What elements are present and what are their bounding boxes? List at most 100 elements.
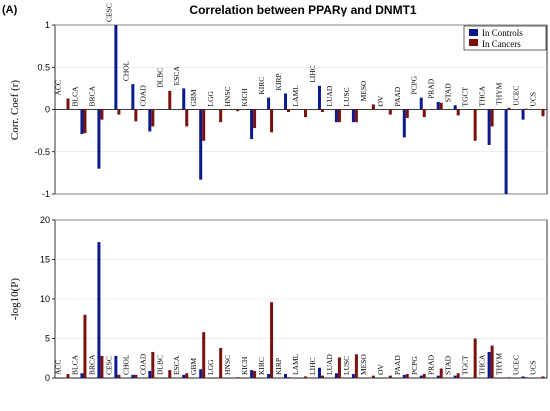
pvalue-category-label: OV [376, 364, 385, 375]
pvalue-bar-prad-controls [436, 375, 440, 378]
pvalue-category-label: PRAD [427, 354, 436, 375]
pvalue-bar-ucs-cancers [541, 376, 545, 378]
pvalue-category-label: DLBC [155, 355, 164, 375]
pvalue-y-tick-label: 20 [40, 215, 50, 225]
correlation-bar-kirc-controls [267, 97, 271, 110]
pvalue-bar-dlbc-cancers [168, 370, 172, 378]
correlation-bar-lusc-controls [351, 109, 355, 123]
pvalue-category-label: BLCA [70, 354, 79, 375]
pvalue-category-label: BRCA [87, 354, 96, 375]
correlation-category-label: ESCA [172, 66, 181, 86]
pvalue-y-tick-label: 5 [45, 334, 50, 344]
correlation-bar-kirc-cancers [270, 109, 274, 133]
pvalue-bar-ucec-controls [521, 376, 525, 378]
pvalue-bars [66, 242, 545, 378]
correlation-category-label: OV [376, 95, 385, 106]
pvalue-category-label: MESO [359, 354, 368, 375]
pvalue-bar-coad-cancers [151, 351, 155, 378]
correlation-bar-coad-controls [148, 109, 152, 132]
correlation-bar-meso-cancers [371, 104, 375, 110]
pvalue-y-tick-label: 15 [40, 255, 50, 265]
pvalue-bar-coad-controls [148, 370, 152, 378]
correlation-bar-luad-cancers [337, 109, 341, 123]
pvalue-category-label: HNSC [223, 355, 232, 375]
correlation-category-label: MESO [359, 80, 368, 101]
correlation-bar-gbm-cancers [202, 109, 206, 141]
pvalue-y-axis-label: -log10(P) [9, 278, 21, 321]
correlation-category-label: CESC [104, 3, 113, 22]
correlation-category-label: LAML [291, 85, 300, 107]
pvalue-category-label: PAAD [393, 355, 402, 375]
correlation-bar-lihc-cancers [320, 109, 324, 113]
pvalue-bar-lihc-cancers [320, 375, 324, 378]
correlation-bar-paad-cancers [405, 109, 409, 118]
pvalue-bar-kich-cancers [253, 370, 257, 378]
pvalue-bar-chol-cancers [134, 374, 138, 378]
pvalue-y-tick-label: 0 [45, 373, 50, 383]
correlation-category-label: PRAD [427, 78, 436, 99]
correlation-bar-lgg-cancers [219, 109, 223, 123]
chart-title: Correlation between PPARγ and DNMT1 [189, 3, 416, 17]
pvalue-category-labels: ACC BLCA BRCA CESC CHOL COAD DLBC ESCA GBM LGG HNS… [53, 353, 537, 375]
correlation-y-tick-label: 0 [45, 105, 50, 115]
pvalue-category-label: TGCT [461, 355, 470, 375]
pvalue-bar-lgg-cancers [219, 347, 223, 378]
pvalue-bar-paad-controls [402, 374, 406, 378]
correlation-category-label: PAAD [393, 86, 402, 106]
pvalue-category-label: CHOL [121, 354, 130, 375]
pvalue-category-label: KIRC [257, 357, 266, 375]
pvalue-bar-pcpg-cancers [422, 374, 426, 378]
pvalue-bar-esca-cancers [185, 373, 189, 378]
pvalue-bar-kirc-controls [267, 374, 271, 378]
correlation-bar-esca-controls [182, 88, 186, 110]
correlation-category-label: GBM [189, 89, 198, 106]
pvalue-bar-lihc-controls [317, 367, 321, 378]
pvalue-category-label: GBM [189, 358, 198, 375]
correlation-bar-gbm-controls [199, 109, 203, 180]
pvalue-category-label: COAD [138, 353, 147, 375]
correlation-bar-luad-controls [334, 109, 338, 123]
pvalue-chart: 20 15 10 5 0 ACC BLCA BRCA CESC CHOL COAD DLBC ESCA… [9, 215, 548, 383]
correlation-bar-blca-cancers [83, 109, 87, 134]
correlation-bar-ucec-controls [521, 109, 525, 120]
correlation-category-label: COAD [138, 85, 147, 107]
pvalue-category-label: THCA [478, 354, 487, 375]
correlation-bar-lihc-controls [317, 85, 321, 110]
correlation-bar-brca-cancers [100, 109, 104, 120]
correlation-bar-tgct-cancers [473, 109, 477, 141]
legend-label-cancers: In Cancers [482, 39, 521, 49]
correlation-category-label: TGCT [461, 87, 470, 107]
pvalue-bar-gbm-controls [199, 369, 203, 378]
correlation-bar-thym-cancers [507, 107, 511, 110]
legend-label-controls: In Controls [482, 28, 523, 38]
correlation-bar-thym-controls [504, 109, 508, 194]
pvalue-category-label: KICH [240, 356, 249, 375]
pvalue-bar-kirp-cancers [287, 377, 291, 378]
correlation-category-label: LGG [206, 91, 215, 107]
pvalue-bar-acc-cancers [66, 374, 70, 378]
pvalue-bar-hnsc-cancers [236, 377, 240, 378]
correlation-y-ticks: 1 0.5 0 -0.5 -1 [34, 20, 55, 199]
pvalue-bar-esca-controls [182, 374, 186, 378]
correlation-category-label: STAD [444, 83, 453, 103]
correlation-category-label: THCA [478, 86, 487, 107]
correlation-bar-ucs-cancers [541, 109, 545, 117]
legend: In Controls In Cancers [463, 25, 547, 51]
correlation-bar-kirp-cancers [287, 109, 291, 113]
correlation-bar-chol-controls [131, 84, 135, 110]
pvalue-bar-kich-controls [250, 370, 254, 378]
correlation-category-label: HNSC [223, 86, 232, 106]
correlation-y-axis-label: Corr. Coef (r) [9, 80, 21, 141]
pvalue-bar-stad-controls [453, 375, 457, 378]
pvalue-category-label: LUSC [342, 356, 351, 375]
pvalue-category-label: PCPG [410, 356, 419, 375]
pvalue-bar-paad-cancers [405, 374, 409, 378]
pvalue-bar-ucec-cancers [524, 377, 528, 378]
correlation-bar-stad-controls [453, 105, 457, 110]
correlation-category-label: LUAD [325, 85, 334, 106]
pvalue-bar-luad-controls [334, 373, 338, 378]
pvalue-bar-prad-cancers [439, 368, 443, 378]
correlation-bar-laml-cancers [304, 109, 307, 118]
correlation-bar-dlbc-cancers [168, 90, 172, 110]
